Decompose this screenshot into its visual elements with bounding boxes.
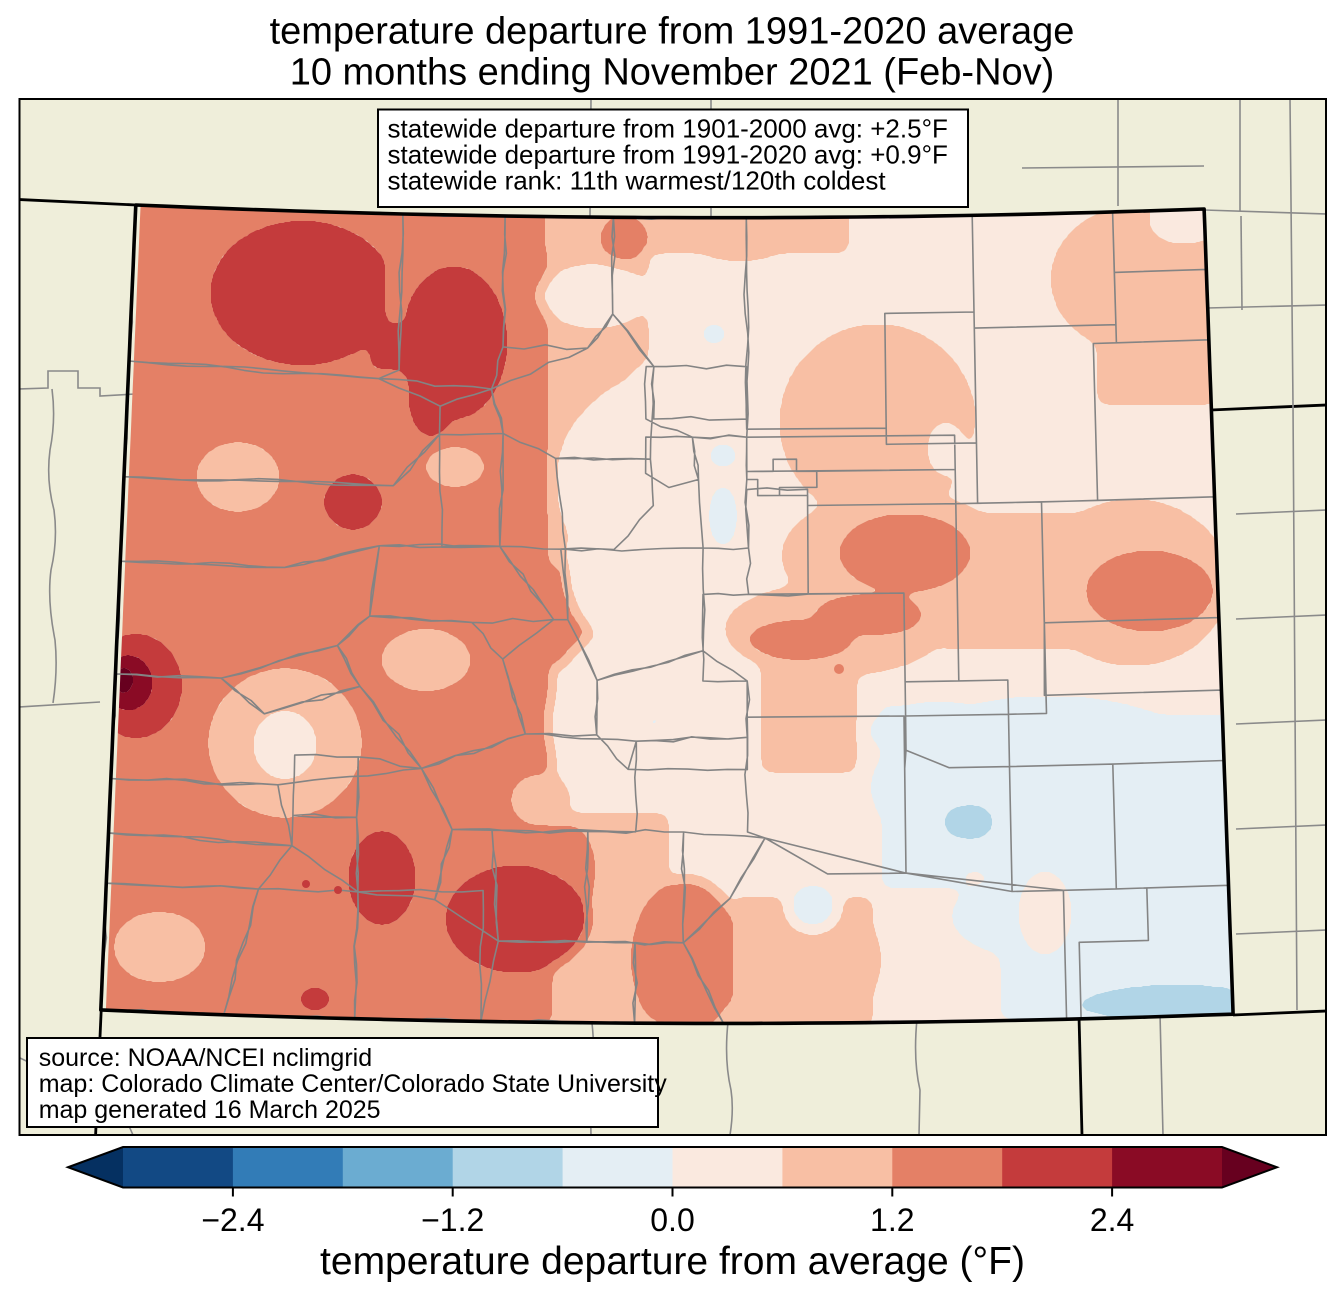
svg-text:map generated 16 March 2025: map generated 16 March 2025 bbox=[39, 1096, 381, 1124]
svg-text:source: NOAA/NCEI nclimgrid: source: NOAA/NCEI nclimgrid bbox=[39, 1044, 372, 1072]
svg-text:temperature departure from ave: temperature departure from average (°F) bbox=[320, 1240, 1025, 1283]
svg-text:statewide rank: 11th warmest/1: statewide rank: 11th warmest/120th colde… bbox=[388, 166, 887, 196]
svg-text:−2.4: −2.4 bbox=[201, 1202, 264, 1238]
svg-text:−1.2: −1.2 bbox=[421, 1202, 484, 1238]
svg-text:statewide departure from 1991-: statewide departure from 1991-2020 avg: … bbox=[388, 140, 948, 170]
svg-text:0.0: 0.0 bbox=[650, 1202, 694, 1238]
svg-text:1.2: 1.2 bbox=[870, 1202, 914, 1238]
svg-text:statewide departure from 1901-: statewide departure from 1901-2000 avg: … bbox=[388, 114, 948, 144]
svg-text:temperature departure from 199: temperature departure from 1991-2020 ave… bbox=[270, 11, 1075, 53]
svg-text:10 months ending November 2021: 10 months ending November 2021 (Feb-Nov) bbox=[290, 52, 1055, 94]
svg-text:2.4: 2.4 bbox=[1090, 1202, 1134, 1238]
svg-text:map: Colorado Climate Center/C: map: Colorado Climate Center/Colorado St… bbox=[39, 1070, 668, 1098]
